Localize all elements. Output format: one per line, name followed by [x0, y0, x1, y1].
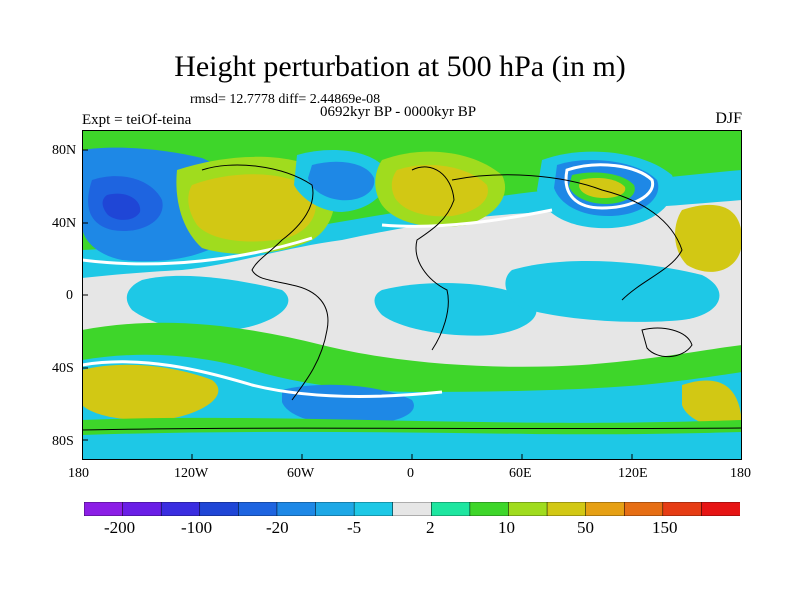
colorbar-swatch	[160, 502, 201, 516]
colorbar-swatch	[122, 502, 162, 516]
y-ticks	[82, 149, 88, 441]
colorbar-swatch	[276, 502, 317, 516]
xtick-label: 120W	[174, 466, 209, 481]
colorbar-swatch	[508, 502, 548, 516]
experiment-label: Expt = teiOf-teina	[82, 112, 192, 128]
xtick-label: 60W	[287, 466, 315, 481]
period-label: 0692kyr BP - 0000kyr BP	[320, 104, 477, 120]
colorbar-swatch	[353, 502, 394, 516]
colorbar	[84, 502, 740, 516]
colorbar-swatch	[623, 502, 664, 516]
colorbar-swatch	[662, 502, 703, 516]
rmsd-diff-text: rmsd= 12.7778 diff= 2.44869e-08	[190, 92, 381, 107]
contour-map	[82, 130, 742, 460]
ytick-label: 80S	[52, 434, 74, 449]
colorbar-label: -200	[104, 518, 136, 537]
ytick-label: 40N	[52, 216, 77, 231]
colorbar-swatch	[84, 502, 124, 516]
colorbar-label: 10	[498, 518, 515, 537]
xtick-label: 180	[730, 466, 751, 481]
colorbar-swatch	[238, 502, 278, 516]
xtick-label: 180	[68, 466, 89, 481]
colorbar-swatch	[315, 502, 355, 516]
colorbar-label: -20	[266, 518, 289, 537]
season-label: DJF	[715, 110, 742, 127]
colorbar-swatch	[392, 502, 433, 516]
ytick-label: 0	[66, 288, 73, 303]
xtick-label: 120E	[618, 466, 648, 481]
colorbar-swatch	[585, 502, 625, 516]
xtick-label: 60E	[509, 466, 532, 481]
colorbar-label: -100	[181, 518, 213, 537]
colorbar-label: 150	[652, 518, 678, 537]
colorbar-label: 2	[426, 518, 435, 537]
colorbar-label: -5	[347, 518, 362, 537]
map-title: Height perturbation at 500 hPa (in m)	[174, 50, 626, 83]
x-ticks	[82, 454, 742, 460]
colorbar-label: 50	[577, 518, 594, 537]
ytick-label: 80N	[52, 143, 77, 158]
colorbar-swatch	[431, 502, 471, 516]
ytick-label: 40S	[52, 361, 74, 376]
colorbar-swatch	[199, 502, 240, 516]
xtick-label: 0	[407, 466, 414, 481]
colorbar-swatch	[469, 502, 510, 516]
colorbar-swatch	[701, 502, 740, 516]
colorbar-swatch	[546, 502, 587, 516]
